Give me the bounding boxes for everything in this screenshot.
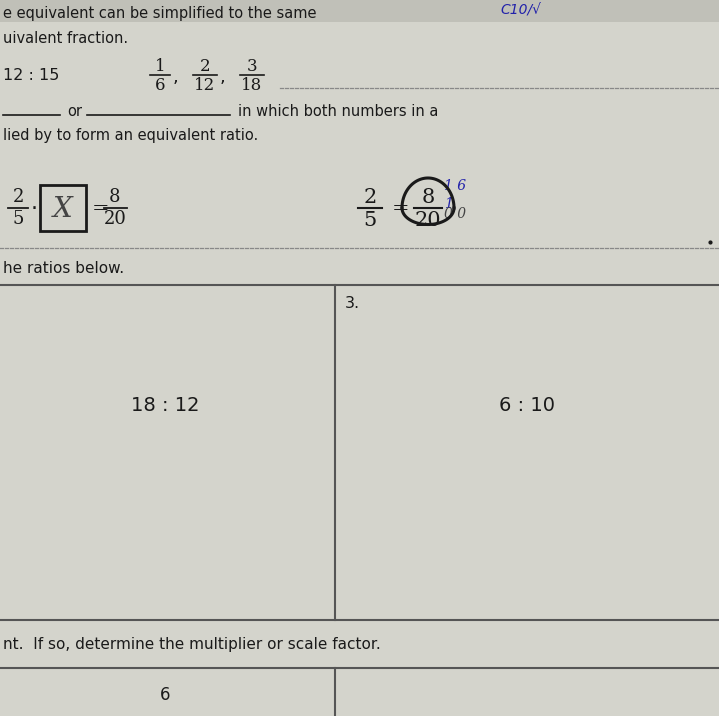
Text: 0 0: 0 0 — [444, 207, 466, 221]
Text: 3.: 3. — [345, 296, 360, 311]
Text: ,: , — [220, 68, 226, 86]
Text: 1 6: 1 6 — [444, 179, 466, 193]
Text: C10/√: C10/√ — [500, 3, 541, 17]
Text: ,: , — [173, 68, 179, 86]
Text: 8: 8 — [109, 188, 121, 206]
Text: 1: 1 — [155, 57, 165, 74]
Text: 8: 8 — [421, 188, 434, 206]
Text: 6: 6 — [155, 77, 165, 94]
Text: 6: 6 — [160, 686, 170, 704]
Text: X: X — [53, 195, 73, 223]
Text: 1: 1 — [444, 197, 453, 211]
Text: in which both numbers in a: in which both numbers in a — [238, 104, 439, 119]
Text: =: = — [392, 198, 410, 218]
Text: 2: 2 — [200, 57, 211, 74]
Text: e equivalent can be simplified to the same: e equivalent can be simplified to the sa… — [3, 6, 316, 21]
Text: 12 : 15: 12 : 15 — [3, 67, 60, 82]
Text: 12: 12 — [194, 77, 216, 94]
Text: 2: 2 — [363, 188, 377, 206]
Text: or: or — [67, 104, 82, 119]
Text: nt.  If so, determine the multiplier or scale factor.: nt. If so, determine the multiplier or s… — [3, 637, 381, 652]
FancyBboxPatch shape — [0, 0, 719, 22]
Text: 6 : 10: 6 : 10 — [499, 395, 555, 415]
Text: 2: 2 — [12, 188, 24, 206]
Text: 5: 5 — [363, 211, 377, 230]
Text: 5: 5 — [12, 210, 24, 228]
Text: =: = — [92, 198, 109, 218]
Text: 18: 18 — [242, 77, 262, 94]
Text: ·: · — [30, 199, 37, 219]
Text: 3: 3 — [247, 57, 257, 74]
Text: lied by to form an equivalent ratio.: lied by to form an equivalent ratio. — [3, 127, 258, 142]
Text: 18 : 12: 18 : 12 — [131, 395, 199, 415]
Text: 20: 20 — [104, 210, 127, 228]
Text: he ratios below.: he ratios below. — [3, 261, 124, 276]
Text: uivalent fraction.: uivalent fraction. — [3, 31, 128, 46]
FancyBboxPatch shape — [40, 185, 86, 231]
Text: 20: 20 — [415, 211, 441, 230]
